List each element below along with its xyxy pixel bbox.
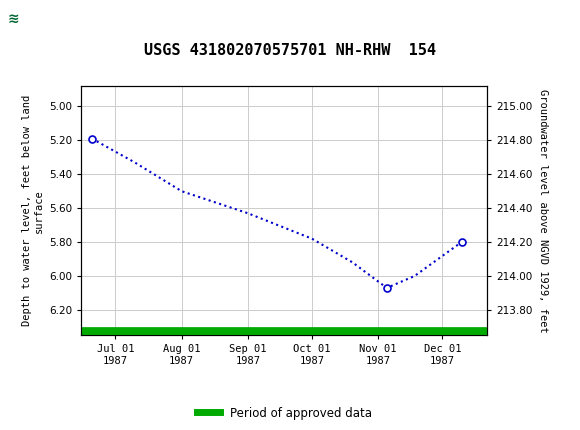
Y-axis label: Depth to water level, feet below land
surface: Depth to water level, feet below land su… <box>22 95 44 326</box>
Legend: Period of approved data: Period of approved data <box>192 402 376 424</box>
Text: USGS 431802070575701 NH-RHW  154: USGS 431802070575701 NH-RHW 154 <box>144 43 436 58</box>
Y-axis label: Groundwater level above NGVD 1929, feet: Groundwater level above NGVD 1929, feet <box>538 89 548 332</box>
FancyBboxPatch shape <box>5 3 95 35</box>
Text: USGS: USGS <box>32 12 75 25</box>
Text: ≋: ≋ <box>8 12 19 25</box>
